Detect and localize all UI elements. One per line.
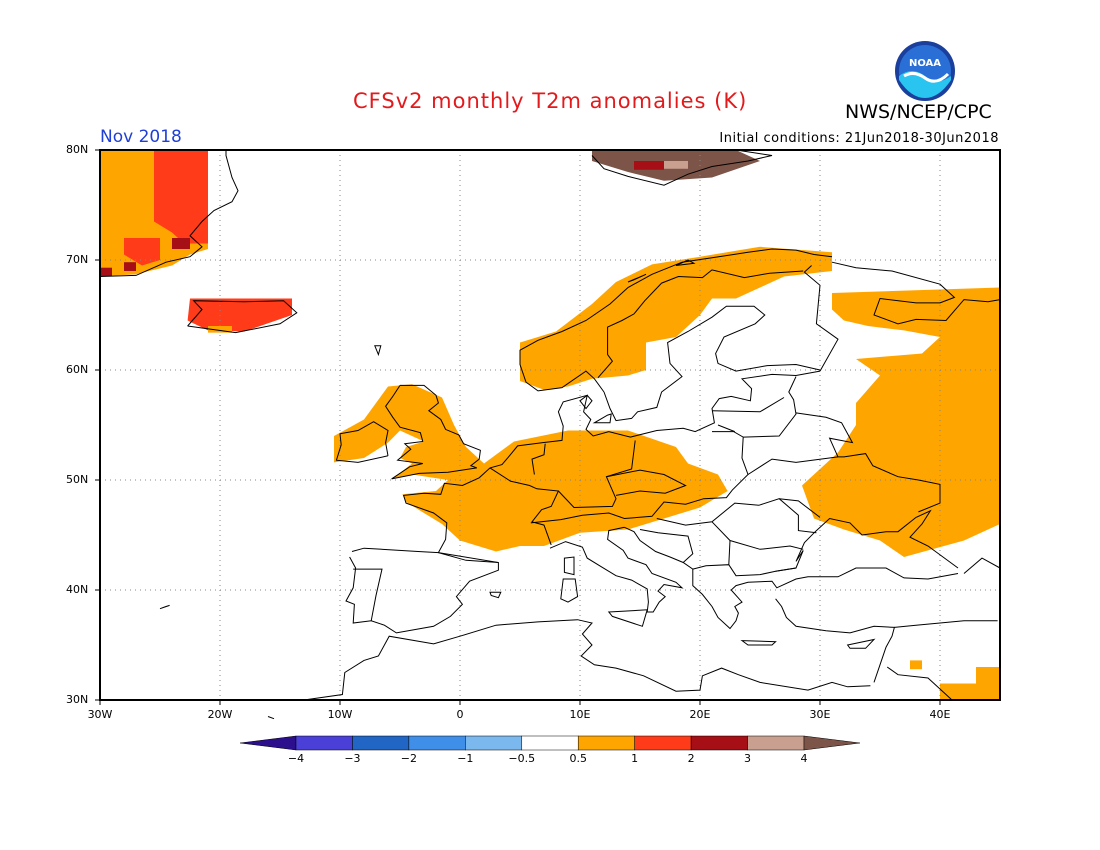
island-outline xyxy=(627,273,647,283)
coastline xyxy=(894,620,998,628)
coastline xyxy=(606,469,687,496)
lon-tick-label: 10W xyxy=(327,708,353,721)
coastline xyxy=(963,557,1001,574)
coastline xyxy=(99,150,239,277)
lat-tick-label: 30N xyxy=(66,693,89,706)
lat-tick-label: 80N xyxy=(66,143,89,156)
coastline xyxy=(624,526,959,630)
lon-tick-label: 20E xyxy=(689,708,711,721)
island-outline xyxy=(740,640,777,646)
greenland-anomaly-peak xyxy=(100,267,112,277)
coastline xyxy=(656,498,817,534)
coastline xyxy=(886,666,953,701)
colorbar-tick-label: −4 xyxy=(287,752,305,765)
island-outline xyxy=(579,394,593,410)
middle-east-anomaly xyxy=(910,660,922,670)
coastline xyxy=(531,443,546,475)
coastline xyxy=(519,248,833,393)
island-outline xyxy=(563,556,575,576)
svalbard-anomaly-peak xyxy=(634,161,664,170)
western-europe-anomaly xyxy=(334,384,728,552)
map-frame xyxy=(99,149,1001,701)
coastline xyxy=(597,269,804,379)
iceland-anomaly xyxy=(187,298,292,332)
island-outline xyxy=(675,259,696,266)
organization-label: NWS/NCEP/CPC xyxy=(845,101,992,123)
coastline xyxy=(603,305,821,422)
island-outline xyxy=(489,591,502,599)
island-outline xyxy=(607,609,648,627)
lat-tick-label: 60N xyxy=(66,363,89,376)
coastline xyxy=(711,397,785,413)
island-outline xyxy=(374,345,382,357)
coastline xyxy=(775,550,804,572)
coastline xyxy=(639,529,694,563)
lat-tick-label: 70N xyxy=(66,253,89,266)
lon-tick-label: 40E xyxy=(929,708,951,721)
island-outline xyxy=(846,638,876,649)
coastline xyxy=(803,265,839,372)
colorbar-tick-label: −3 xyxy=(344,752,361,765)
coastline xyxy=(831,261,1001,325)
middle-east-anomaly xyxy=(940,667,1000,700)
coastline xyxy=(489,467,560,546)
colorbar-tick-label: −0.5 xyxy=(508,752,536,765)
greenland-anomaly-peak xyxy=(172,238,190,249)
initial-conditions: Initial conditions: 21Jun2018-30Jun2018 xyxy=(719,131,999,146)
coastline xyxy=(779,498,821,518)
colorbar-tick-label: −2 xyxy=(400,752,417,765)
coastline xyxy=(743,376,797,438)
lon-tick-label: 30W xyxy=(87,708,113,721)
colorbar-tick-label: 2 xyxy=(687,752,695,765)
colorbar-tick-label: 1 xyxy=(631,752,639,765)
svalbard-anomaly-edge xyxy=(664,161,688,169)
coastline xyxy=(795,509,959,569)
coastline xyxy=(438,552,499,563)
eastern-europe-anomaly xyxy=(802,287,1000,557)
island-outline xyxy=(267,716,275,720)
noaa-logo: NOAA xyxy=(894,40,956,102)
coastline xyxy=(558,440,636,509)
coastline xyxy=(728,540,731,565)
coastline xyxy=(187,300,298,334)
coastline xyxy=(549,526,684,613)
lat-tick-label: 40N xyxy=(66,583,89,596)
coastline xyxy=(711,521,804,550)
coastline xyxy=(591,149,773,186)
coastline xyxy=(795,412,854,458)
island-outline xyxy=(592,413,612,424)
greenland-anomaly-strong xyxy=(154,150,208,244)
lon-tick-label: 0 xyxy=(456,708,464,721)
coastline xyxy=(402,370,821,553)
coastline xyxy=(353,568,383,621)
coastline xyxy=(384,384,481,480)
coastline xyxy=(775,598,896,683)
coastline xyxy=(530,431,749,524)
scandinavia-anomaly xyxy=(520,246,832,390)
greenland-anomaly-peak xyxy=(124,262,136,271)
forecast-month: Nov 2018 xyxy=(100,127,182,147)
chart-title: CFSv2 monthly T2m anomalies (K) xyxy=(353,89,748,113)
greenland-anomaly-strong xyxy=(124,238,160,266)
coastline xyxy=(345,547,499,634)
colorbar-tick-label: 0.5 xyxy=(569,752,587,765)
lon-tick-label: 10E xyxy=(569,708,591,721)
coastline xyxy=(335,421,389,463)
island-outline xyxy=(159,604,170,610)
lon-tick-label: 30E xyxy=(809,708,831,721)
island-outline xyxy=(560,578,579,603)
lon-tick-label: 20W xyxy=(207,708,233,721)
coastline xyxy=(747,453,941,513)
colorbar-tick-label: 3 xyxy=(744,752,752,765)
coastline xyxy=(303,619,871,701)
logo-text: NOAA xyxy=(909,58,941,69)
colorbar-tick-label: −1 xyxy=(457,752,474,765)
coastline xyxy=(717,424,735,433)
lat-tick-label: 50N xyxy=(66,473,89,486)
colorbar-tick-label: 4 xyxy=(800,752,808,765)
